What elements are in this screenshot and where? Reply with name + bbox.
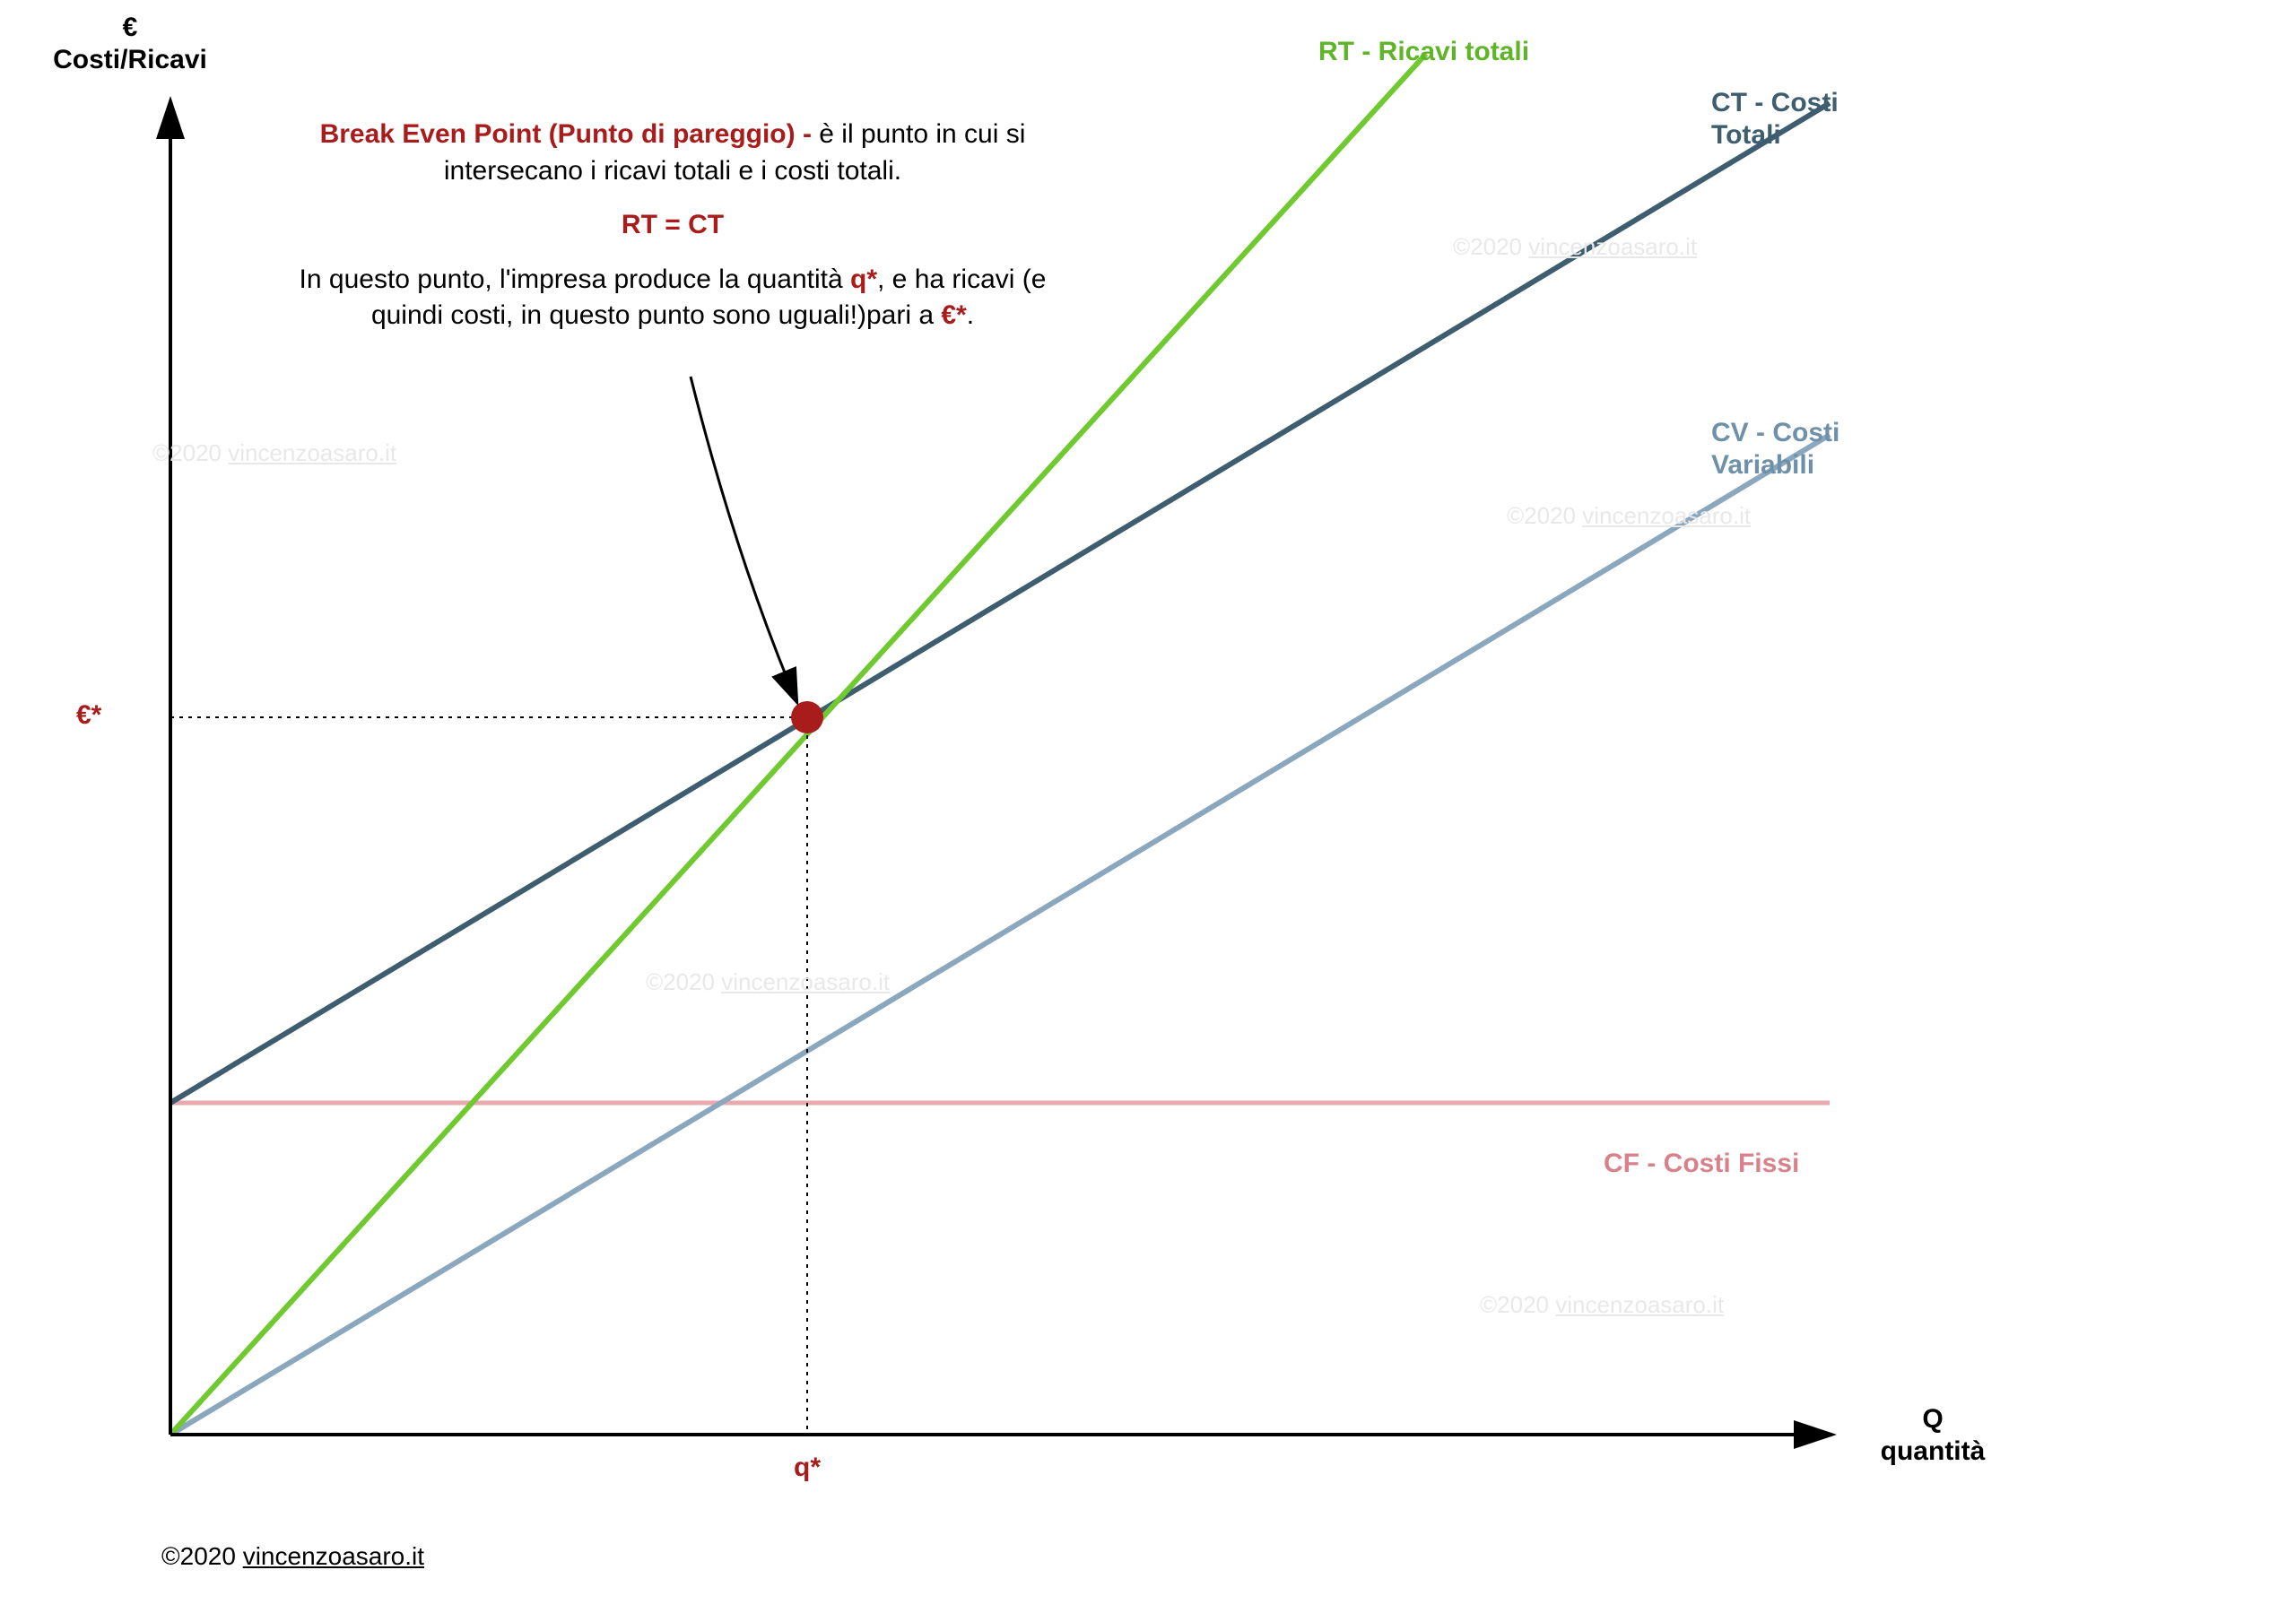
bep-x-label: q* xyxy=(794,1453,821,1483)
watermark: ©2020 vincenzoasaro.it xyxy=(646,968,890,996)
cf-line-label: CF - Costi Fissi xyxy=(1604,1148,1799,1180)
y-axis-label: € Costi/Ricavi xyxy=(31,12,229,76)
annotation-equation: RT = CT xyxy=(287,207,1058,244)
annotation-detail: In questo punto, l'impresa produce la qu… xyxy=(287,262,1058,334)
copyright-link[interactable]: vincenzoasaro.it xyxy=(243,1542,424,1570)
watermark: ©2020 vincenzoasaro.it xyxy=(1453,233,1697,261)
bep-dot xyxy=(791,701,823,733)
cv-line-label: CV - Costi Variabili xyxy=(1711,417,1909,481)
annotation-title: Break Even Point (Punto di pareggio) - è… xyxy=(287,117,1058,189)
rt-line-label: RT - Ricavi totali xyxy=(1318,36,1529,68)
annotation-arrow xyxy=(691,377,796,701)
x-axis-label: Q quantità xyxy=(1861,1403,2005,1468)
watermark: ©2020 vincenzoasaro.it xyxy=(1480,1291,1724,1319)
ct-line-label: CT - Costi Totali xyxy=(1711,87,1909,152)
bep-y-label: €* xyxy=(76,700,101,731)
cv-line xyxy=(170,435,1830,1435)
watermark: ©2020 vincenzoasaro.it xyxy=(1507,502,1751,530)
watermark: ©2020 vincenzoasaro.it xyxy=(152,439,396,467)
copyright: ©2020 vincenzoasaro.it xyxy=(161,1542,424,1571)
annotation-text: Break Even Point (Punto di pareggio) - è… xyxy=(287,117,1058,334)
break-even-chart: € Costi/Ricavi Q quantità RT - Ricavi to… xyxy=(0,0,2296,1622)
